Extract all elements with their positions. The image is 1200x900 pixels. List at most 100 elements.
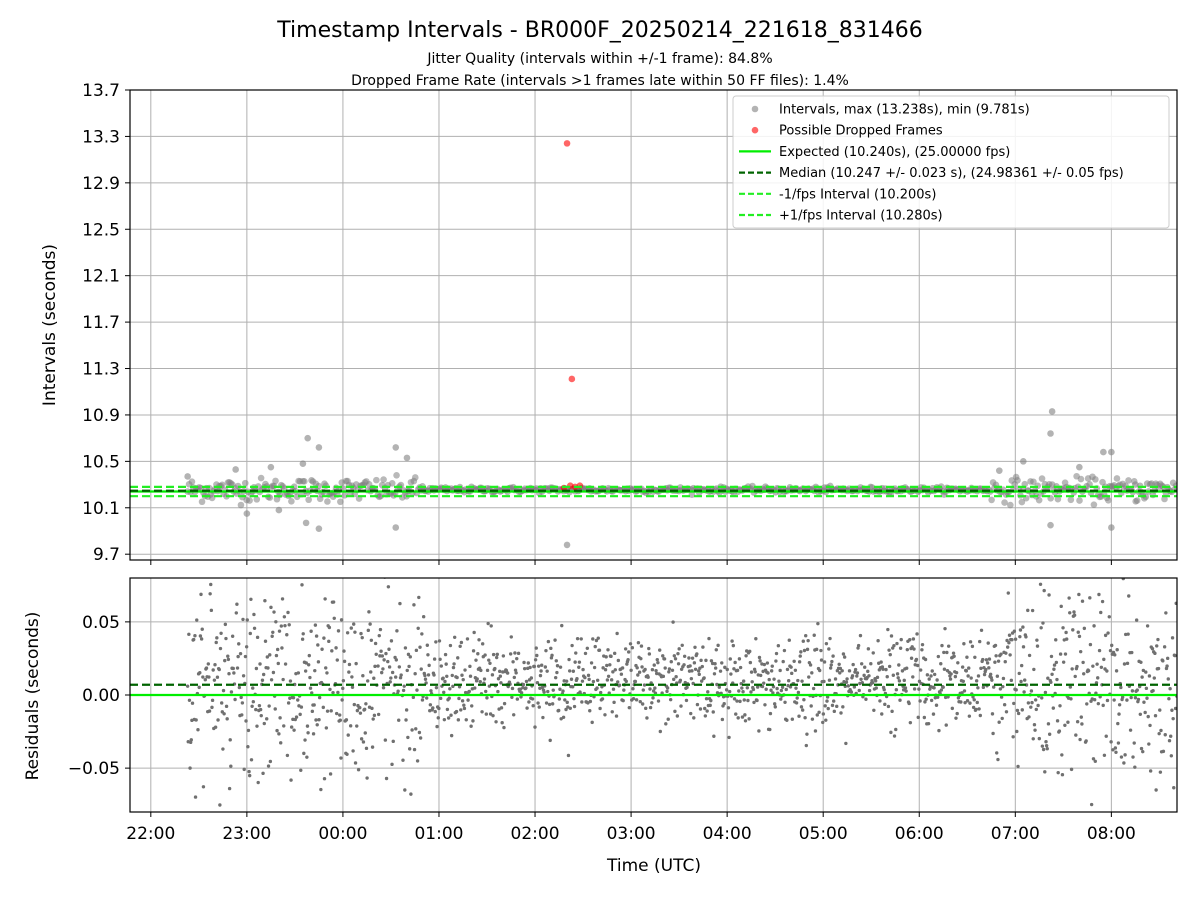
residual-point: [563, 698, 567, 702]
residual-point: [351, 749, 355, 753]
residual-point: [1132, 550, 1135, 553]
residual-point: [429, 689, 433, 693]
residual-point: [574, 651, 578, 655]
residual-point: [954, 716, 958, 720]
residual-point: [252, 626, 257, 631]
residual-point: [693, 667, 698, 672]
residual-point: [969, 676, 973, 680]
residual-point: [772, 702, 777, 706]
residual-point: [1169, 754, 1174, 758]
residual-point: [1086, 669, 1091, 673]
residual-point: [605, 663, 609, 668]
residual-point: [491, 652, 496, 657]
residual-point: [200, 627, 204, 631]
residual-point: [769, 688, 773, 692]
residual-point: [726, 706, 731, 710]
residual-point: [619, 672, 624, 676]
interval-point: [288, 498, 295, 505]
residual-point: [484, 689, 488, 694]
residual-point: [647, 652, 652, 656]
residual-point: [946, 644, 951, 648]
residual-point: [480, 642, 485, 646]
residual-point: [676, 662, 681, 666]
residual-point: [212, 678, 217, 682]
residual-point: [285, 753, 290, 758]
x-tick-label: 07:00: [991, 824, 1040, 844]
residual-point: [912, 687, 917, 691]
residual-point: [432, 657, 437, 661]
residual-point: [266, 666, 270, 670]
residual-point: [600, 697, 605, 701]
residual-point: [954, 670, 959, 675]
residual-point: [907, 701, 911, 706]
residual-point: [286, 610, 290, 615]
residual-point: [475, 677, 479, 681]
residual-point: [208, 592, 212, 596]
residual-point: [336, 690, 340, 695]
residual-point: [1171, 716, 1175, 721]
residual-point: [192, 637, 196, 642]
residual-point: [310, 709, 315, 714]
residual-point: [729, 672, 733, 676]
residual-point: [900, 669, 905, 673]
residual-point: [1110, 643, 1114, 648]
residual-point: [280, 597, 285, 601]
residual-point: [1022, 690, 1026, 694]
top-y-tick-label: 9.7: [93, 545, 120, 565]
residual-point: [256, 780, 260, 785]
interval-point: [337, 498, 344, 506]
residual-point: [304, 661, 308, 665]
residual-point: [454, 709, 459, 714]
residual-point: [1147, 674, 1152, 678]
residual-point: [344, 718, 349, 722]
residual-point: [1035, 644, 1040, 648]
residual-point: [420, 698, 425, 702]
residual-point: [1021, 645, 1026, 649]
residual-point: [1096, 701, 1101, 706]
residual-point: [1018, 628, 1023, 632]
residual-point: [534, 646, 538, 650]
residual-point: [1174, 601, 1177, 606]
residual-point: [555, 670, 559, 675]
residual-point: [498, 669, 502, 674]
interval-point: [1100, 448, 1107, 456]
residual-point: [309, 629, 313, 633]
residual-point: [892, 734, 897, 738]
residual-point: [443, 679, 447, 684]
residual-point: [271, 670, 276, 675]
residual-point: [204, 666, 209, 670]
residual-point: [930, 669, 934, 673]
residual-point: [451, 665, 456, 670]
residual-point: [510, 695, 514, 699]
residual-point: [882, 687, 886, 692]
residual-point: [998, 687, 1003, 691]
residual-point: [438, 657, 442, 661]
residual-point: [984, 667, 988, 672]
residual-point: [840, 669, 844, 673]
residual-point: [345, 631, 350, 635]
interval-point: [1090, 501, 1098, 508]
residual-point: [591, 637, 595, 641]
residual-point: [292, 728, 296, 732]
residual-point: [610, 710, 614, 714]
residual-point: [974, 679, 979, 683]
residual-point: [580, 679, 585, 683]
residual-point: [612, 700, 616, 705]
residual-point: [895, 641, 899, 646]
residual-point: [737, 689, 741, 693]
residual-point: [1145, 696, 1149, 700]
residual-point: [244, 719, 248, 723]
interval-point: [1161, 495, 1168, 503]
residual-point: [1070, 667, 1074, 671]
residual-point: [1099, 665, 1104, 669]
residual-point: [283, 662, 288, 666]
residual-point: [477, 638, 481, 642]
residual-point: [295, 564, 298, 567]
residual-point: [762, 681, 766, 685]
residual-point: [1012, 629, 1017, 633]
x-tick-label: 22:00: [126, 824, 175, 844]
residual-point: [1077, 634, 1082, 639]
residual-point: [435, 724, 439, 729]
residual-point: [934, 703, 939, 707]
residual-point: [1131, 755, 1135, 759]
